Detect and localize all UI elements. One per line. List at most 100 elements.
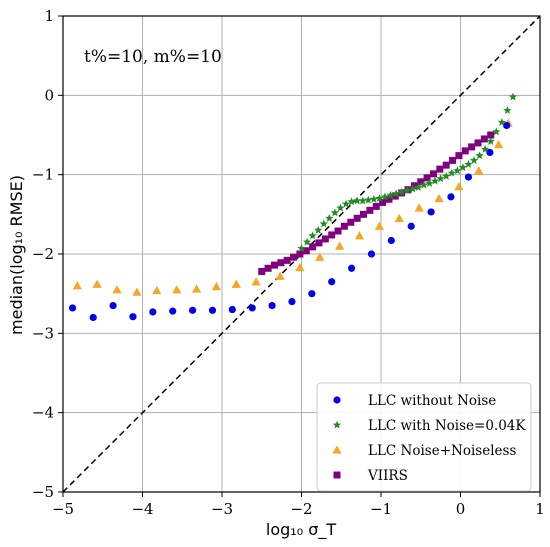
x-tick-label: −3 bbox=[211, 500, 233, 518]
legend-marker-star bbox=[332, 420, 342, 429]
x-axis-ticks: −5 −4 −3 −2 −1 0 1 bbox=[52, 492, 545, 518]
star-point bbox=[425, 178, 434, 187]
star-point bbox=[503, 106, 512, 114]
triangle-point bbox=[211, 281, 222, 291]
star-point bbox=[453, 166, 462, 175]
triangle-point bbox=[172, 285, 182, 294]
star-point bbox=[436, 174, 445, 183]
circle-point bbox=[347, 264, 356, 272]
square-point bbox=[455, 152, 463, 160]
star-point bbox=[375, 194, 384, 203]
triangle-point bbox=[132, 287, 142, 296]
legend-entry-label: LLC without Noise bbox=[368, 393, 496, 409]
triangle-point bbox=[414, 203, 424, 212]
triangle-point bbox=[275, 271, 285, 280]
square-point bbox=[290, 253, 298, 261]
x-axis-label: log₁₀ σ_T bbox=[266, 520, 336, 540]
x-tick-label: −1 bbox=[370, 500, 392, 518]
y-axis-label: median(log₁₀ RMSE) bbox=[7, 175, 26, 335]
y-tick-label: 1 bbox=[44, 7, 54, 25]
star-point bbox=[391, 189, 401, 198]
circle-point bbox=[486, 148, 494, 157]
square-point bbox=[328, 231, 336, 239]
triangle-point bbox=[434, 193, 444, 203]
square-point bbox=[379, 198, 387, 206]
circle-point bbox=[268, 301, 276, 310]
triangle-point bbox=[251, 277, 261, 286]
triangle-point bbox=[454, 181, 464, 191]
star-point bbox=[497, 117, 507, 126]
star-point bbox=[397, 187, 406, 196]
circle-point bbox=[387, 236, 395, 245]
circle-point bbox=[407, 222, 415, 230]
circle-point bbox=[288, 298, 296, 306]
y-tick-label: −2 bbox=[32, 245, 54, 263]
circle-point bbox=[149, 308, 157, 316]
legend-entry-label: VIIRS bbox=[367, 468, 408, 484]
y-tick-label: −3 bbox=[32, 324, 54, 342]
star-point bbox=[347, 197, 356, 206]
star-point bbox=[447, 168, 456, 177]
circle-point bbox=[169, 307, 177, 315]
square-point bbox=[309, 243, 317, 251]
y-tick-label: −1 bbox=[32, 166, 54, 184]
square-point bbox=[436, 165, 444, 173]
star-point bbox=[386, 190, 395, 199]
x-tick-label: −5 bbox=[52, 500, 74, 518]
identity-reference-line bbox=[62, 15, 541, 493]
square-point bbox=[429, 170, 437, 178]
star-point bbox=[369, 194, 379, 203]
circle-point bbox=[208, 306, 217, 314]
star-point bbox=[330, 208, 340, 217]
star-point bbox=[458, 163, 468, 172]
star-point bbox=[325, 213, 334, 222]
triangle-point bbox=[474, 166, 484, 175]
star-point bbox=[319, 219, 328, 228]
star-point bbox=[508, 92, 518, 101]
star-point bbox=[341, 199, 351, 208]
square-point bbox=[461, 147, 469, 155]
circle-point bbox=[89, 313, 97, 322]
x-tick-label: 0 bbox=[456, 500, 466, 518]
triangle-point bbox=[92, 279, 102, 288]
star-point bbox=[308, 231, 317, 240]
star-point bbox=[442, 171, 451, 180]
star-point bbox=[464, 159, 473, 168]
square-point bbox=[487, 131, 495, 139]
parameter-annotation: t%=10, m%=10 bbox=[84, 47, 222, 67]
star-point bbox=[358, 196, 367, 205]
y-tick-label: −4 bbox=[32, 404, 54, 422]
legend-box bbox=[316, 382, 532, 492]
star-point bbox=[414, 182, 423, 191]
circle-point bbox=[367, 250, 376, 258]
triangle-point bbox=[394, 213, 404, 222]
triangle-point bbox=[72, 281, 82, 290]
star-point bbox=[403, 186, 412, 195]
circle-point bbox=[308, 290, 316, 298]
triangle-point bbox=[494, 139, 504, 149]
circle-point bbox=[447, 193, 455, 201]
triangle-point bbox=[112, 285, 122, 294]
series-square bbox=[258, 131, 495, 275]
star-point bbox=[302, 237, 312, 246]
square-point bbox=[474, 139, 482, 147]
square-point bbox=[283, 256, 291, 264]
star-point bbox=[492, 127, 501, 136]
legend-entry-label: LLC with Noise=0.04K bbox=[368, 418, 526, 434]
legend-entry-label: LLC Noise+Noiseless bbox=[368, 443, 516, 459]
square-point bbox=[264, 264, 272, 272]
square-point bbox=[385, 195, 393, 203]
star-point bbox=[475, 151, 484, 160]
star-point bbox=[408, 184, 417, 193]
square-point bbox=[468, 143, 476, 151]
star-point bbox=[430, 176, 440, 185]
square-point bbox=[340, 222, 348, 230]
circle-point bbox=[129, 313, 137, 321]
triangle-point bbox=[374, 221, 385, 230]
legend-marker-circle bbox=[333, 396, 341, 404]
circle-point bbox=[328, 278, 336, 286]
legend-marker-triangle bbox=[332, 445, 342, 454]
square-point bbox=[277, 259, 285, 267]
y-axis-ticks: −5 −4 −3 −2 −1 0 1 bbox=[32, 7, 63, 501]
